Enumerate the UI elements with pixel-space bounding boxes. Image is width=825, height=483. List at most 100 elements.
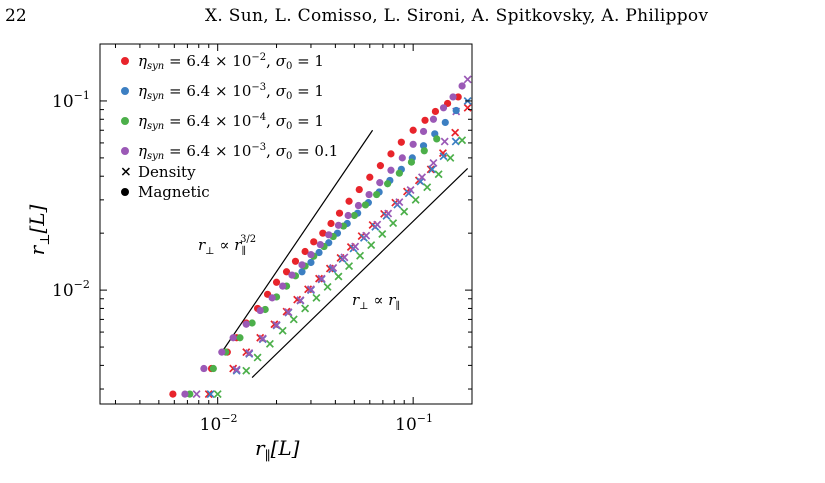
page-number: 22	[5, 6, 27, 26]
density-point	[323, 282, 332, 291]
magnetic-point	[441, 118, 449, 127]
magnetic-point	[345, 197, 353, 205]
density-point	[334, 272, 343, 281]
magnetic-point	[291, 257, 300, 265]
legend-item-eta-6.4e-3-sigma-1: ηsyn = 6.4 × 10−3, σ0 = 1	[121, 82, 324, 102]
density-point	[192, 390, 201, 399]
density-point	[265, 339, 274, 348]
legend-swatch-dot	[121, 188, 129, 196]
density-point	[426, 165, 435, 174]
legend-label-density: Density	[138, 163, 196, 181]
legend-swatch-red	[121, 57, 129, 65]
density-point	[428, 165, 437, 174]
legend-label-2: ηsyn = 6.4 × 10−3, σ0 = 1	[138, 82, 324, 102]
density-point	[411, 195, 420, 204]
magnetic-point	[334, 221, 343, 229]
density-point	[395, 198, 404, 207]
density-point	[345, 262, 354, 271]
annotation-slope-one: r⊥ ∝ r∥	[352, 291, 400, 312]
magnetic-point	[310, 238, 318, 246]
density-point	[258, 334, 267, 343]
legend-swatch-green	[121, 117, 129, 125]
magnetic-point	[242, 320, 250, 328]
magnetic-point	[383, 180, 392, 188]
density-point	[289, 315, 298, 324]
density-point	[245, 349, 254, 358]
magnetic-point	[325, 231, 333, 239]
magnetic-point	[279, 282, 287, 290]
legend-swatch-purple	[121, 147, 129, 155]
magnetic-point	[421, 116, 429, 124]
x-axis-label: r∥[L]	[255, 436, 300, 464]
magnetic-point	[387, 166, 395, 174]
magnetic-point	[298, 268, 306, 276]
density-point	[440, 137, 449, 146]
magnetic-point	[218, 348, 226, 356]
density-point	[458, 136, 467, 145]
density-point	[439, 152, 448, 161]
magnetic-point	[229, 334, 237, 342]
legend-label-3: ηsyn = 6.4 × 10−4, σ0 = 1	[138, 112, 324, 132]
density-point	[362, 231, 371, 240]
magnetic-point	[419, 127, 428, 136]
magnetic-point	[316, 241, 324, 249]
magnetic-point	[439, 104, 448, 112]
density-point	[351, 242, 360, 251]
density-point	[312, 293, 321, 302]
density-point	[242, 366, 251, 375]
magnetic-point	[248, 319, 256, 327]
density-point	[232, 365, 241, 374]
density-point	[463, 75, 472, 84]
density-point	[463, 103, 472, 112]
legend-item-density: × Density	[120, 163, 196, 181]
magnetic-point	[181, 390, 189, 398]
magnetic-point	[429, 115, 438, 123]
x-tick-label-0: 10−2	[200, 412, 238, 435]
magnetic-point	[319, 229, 327, 237]
density-point	[389, 219, 398, 228]
legend-label-magnetic: Magnetic	[138, 183, 210, 201]
density-point	[367, 241, 376, 250]
density-point	[451, 128, 460, 137]
magnetic-point	[361, 201, 370, 209]
reference-line-1	[251, 167, 469, 378]
data-markers	[169, 75, 472, 399]
magnetic-point	[354, 201, 363, 210]
legend-item-eta-6.4e-2-sigma-1: ηsyn = 6.4 × 10−2, σ0 = 1	[121, 52, 324, 72]
density-point	[434, 170, 443, 179]
magnetic-point	[452, 106, 460, 115]
legend-label-1: ηsyn = 6.4 × 10−2, σ0 = 1	[138, 52, 324, 72]
magnetic-point	[256, 306, 264, 315]
magnetic-point	[209, 364, 217, 373]
magnetic-point	[409, 140, 417, 148]
density-point	[356, 251, 365, 260]
density-point	[446, 153, 455, 162]
magnetic-point	[454, 93, 462, 101]
magnetic-point	[335, 209, 344, 217]
density-point	[329, 263, 338, 272]
magnetic-point	[409, 126, 417, 134]
density-point	[451, 137, 460, 146]
legend-item-magnetic: Magnetic	[121, 183, 210, 201]
plot-frame	[99, 43, 473, 405]
reference-lines	[221, 129, 469, 378]
magnetic-point	[298, 261, 306, 269]
magnetic-point	[387, 150, 395, 158]
legend-label-4: ηsyn = 6.4 × 10−3, σ0 = 0.1	[138, 142, 338, 162]
magnetic-point	[355, 185, 363, 194]
magnetic-point	[315, 248, 323, 257]
density-point	[317, 274, 326, 283]
density-point	[429, 158, 438, 167]
density-point	[418, 173, 427, 182]
magnetic-point	[200, 364, 208, 373]
reference-line-0	[221, 129, 374, 353]
density-point	[416, 177, 425, 186]
running-head-authors: X. Sun, L. Comisso, L. Sironi, A. Spitko…	[205, 6, 709, 26]
density-point	[301, 304, 310, 313]
magnetic-point	[372, 190, 381, 199]
magnetic-point	[350, 211, 358, 220]
density-point	[306, 285, 315, 294]
magnetic-point	[327, 219, 335, 228]
legend: ηsyn = 6.4 × 10−2, σ0 = 1 ηsyn = 6.4 × 1…	[120, 52, 338, 201]
density-point	[278, 326, 287, 335]
